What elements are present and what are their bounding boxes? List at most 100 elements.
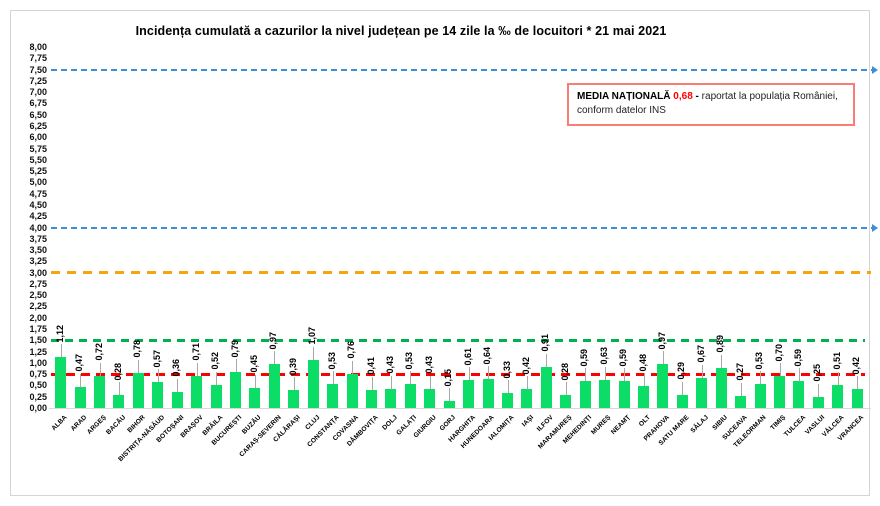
label-leader-line xyxy=(721,354,723,368)
label-leader-line xyxy=(313,346,315,360)
label-leader-line xyxy=(157,369,159,383)
label-leader-line xyxy=(682,381,684,395)
bar-slot: 0,70 xyxy=(770,47,789,408)
label-leader-line xyxy=(138,359,140,373)
y-tick-label: 6,00 xyxy=(29,132,47,143)
bar-caraș-severin xyxy=(268,364,280,408)
bar-slot: 0,59 xyxy=(789,47,808,408)
bar-value-label: 0,59 xyxy=(579,348,590,367)
x-tick-label: OLT xyxy=(637,414,652,429)
label-leader-line xyxy=(410,371,412,385)
y-tick-label: 1,50 xyxy=(29,335,47,346)
bar-iași xyxy=(521,389,533,408)
bar-value-label: 0,28 xyxy=(559,362,570,381)
bar-slot: 0,59 xyxy=(614,47,633,408)
label-leader-line xyxy=(216,371,218,385)
bar-slot: 0,51 xyxy=(828,47,847,408)
y-tick-label: 5,00 xyxy=(29,177,47,188)
label-leader-line xyxy=(507,380,509,394)
bar-mureș xyxy=(599,379,611,408)
label-leader-line xyxy=(177,378,179,392)
bar-slot: 0,36 xyxy=(168,47,187,408)
y-tick-label: 4,00 xyxy=(29,222,47,233)
bar-brăila xyxy=(210,384,222,408)
bar-satu mare xyxy=(676,394,688,408)
bar-ialomița xyxy=(502,393,514,408)
label-leader-line xyxy=(235,359,237,373)
bar-value-label: 0,53 xyxy=(326,351,337,370)
bar-value-label: 1,07 xyxy=(307,327,318,345)
bar-sălaj xyxy=(696,377,708,408)
bar-botoșani xyxy=(171,391,183,408)
bar-argeș xyxy=(94,375,106,408)
bar-slot: 0,57 xyxy=(148,47,167,408)
bar-slot: 0,28 xyxy=(109,47,128,408)
x-tick-label: MUREȘ xyxy=(590,414,613,437)
bar-neamț xyxy=(618,381,630,408)
bar-slot: 0,52 xyxy=(206,47,225,408)
bar-slot: 0,53 xyxy=(750,47,769,408)
bar-giurgiu xyxy=(424,388,436,408)
bar-value-label: 0,97 xyxy=(268,331,279,350)
y-tick-label: 7,00 xyxy=(29,87,47,98)
y-tick-label: 1,75 xyxy=(29,324,47,335)
label-leader-line xyxy=(643,373,645,387)
x-tick-label: TIMIȘ xyxy=(769,414,788,432)
y-tick-label: 1,25 xyxy=(29,346,47,357)
chart-title: Incidența cumulată a cazurilor la nivel … xyxy=(135,24,667,38)
y-tick-label: 3,00 xyxy=(29,267,47,278)
bar-value-label: 0,45 xyxy=(248,355,259,373)
bar-value-label: 0,48 xyxy=(637,353,648,372)
bar-value-label: 0,52 xyxy=(210,352,221,370)
bar-slot: 0,97 xyxy=(265,47,284,408)
bar-bistrița-năsăud xyxy=(152,382,164,408)
label-leader-line xyxy=(352,360,354,374)
reference-line-1-5 xyxy=(51,338,865,342)
bar-slot: 0,43 xyxy=(420,47,439,408)
y-tick-label: 3,75 xyxy=(29,233,47,244)
bar-value-label: 0,51 xyxy=(831,352,842,370)
bar-harghita xyxy=(463,380,475,408)
bar-călărași xyxy=(288,390,300,408)
y-tick-label: 6,50 xyxy=(29,109,47,120)
bar-value-label: 0,25 xyxy=(812,364,823,382)
bar-ilfov xyxy=(540,366,552,408)
label-leader-line xyxy=(701,364,703,378)
bar-value-label: 1,12 xyxy=(54,324,65,343)
bar-value-label: 0,39 xyxy=(287,357,298,376)
x-tick-label: BACĂU xyxy=(104,414,127,437)
label-leader-line xyxy=(274,351,276,365)
bar-slot: 0,67 xyxy=(692,47,711,408)
bar-alba xyxy=(55,357,67,408)
bar-value-label: 0,89 xyxy=(715,335,726,353)
y-tick-label: 7,75 xyxy=(29,53,47,64)
bar-maramureș xyxy=(560,395,572,408)
bar-bacău xyxy=(113,395,125,408)
bar-slot: 0,33 xyxy=(498,47,517,408)
label-leader-line xyxy=(624,368,626,382)
bar-value-label: 0,29 xyxy=(676,362,687,380)
label-leader-line xyxy=(468,367,470,381)
bar-olt xyxy=(638,386,650,408)
bar-slot: 0,97 xyxy=(653,47,672,408)
bar-value-label: 0,43 xyxy=(423,356,434,374)
bar-value-label: 0,53 xyxy=(754,351,765,370)
bar-slot: 0,43 xyxy=(381,47,400,408)
y-tick-label: 6,25 xyxy=(29,120,47,131)
bar-value-label: 0,59 xyxy=(618,348,629,367)
label-leader-line xyxy=(798,368,800,382)
x-axis-line xyxy=(49,408,871,409)
y-tick-label: 2,50 xyxy=(29,290,47,301)
x-tick-label: CLUJ xyxy=(303,414,322,432)
bar-constanța xyxy=(327,384,339,408)
bar-slot: 0,15 xyxy=(440,47,459,408)
bar-slot: 0,53 xyxy=(401,47,420,408)
bar-value-label: 0,33 xyxy=(501,360,512,379)
bar-value-label: 0,47 xyxy=(74,354,85,372)
y-tick-label: 0,50 xyxy=(29,380,47,391)
national-average-text: raportat la populația României, conform … xyxy=(577,91,838,116)
reference-line-arrow-icon xyxy=(872,223,878,232)
bar-value-label: 0,53 xyxy=(404,351,415,370)
label-leader-line xyxy=(99,362,101,376)
